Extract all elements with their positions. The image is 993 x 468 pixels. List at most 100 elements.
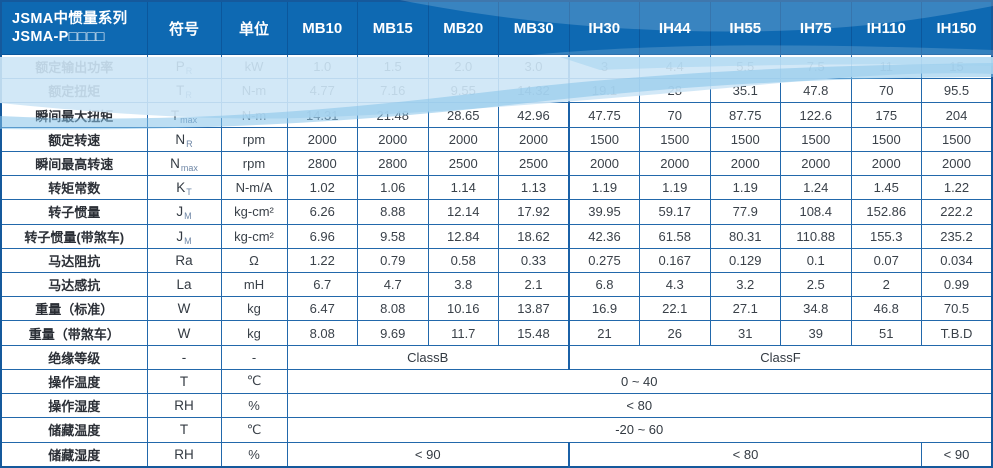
symbol-main: T [179, 373, 189, 389]
spec-value: 42.36 [568, 223, 640, 249]
col-header-mb20: MB20 [427, 0, 499, 55]
row-unit: N-m [220, 102, 288, 128]
spec-value: 42.96 [498, 102, 570, 128]
spec-value: 70 [639, 102, 711, 128]
spec-row: 转矩常数 KT N-m/A 1.02 1.06 1.14 1.13 1.19 1.19 1.19 1… [0, 175, 993, 201]
spec-value: 2000 [780, 150, 852, 177]
row-label: 重量（标准） [0, 296, 148, 322]
row-symbol: La [146, 271, 222, 298]
spec-value: 2000 [709, 150, 781, 177]
spec-value: 4.7 [357, 271, 429, 298]
spec-value: 34.8 [780, 296, 852, 322]
spec-value: 3.0 [498, 53, 570, 80]
spec-value: 1.22 [286, 247, 358, 273]
spec-value: 1.19 [639, 175, 711, 201]
spec-value: 3 [568, 53, 640, 80]
row-symbol: Nmax [146, 150, 222, 177]
col-header-symbol: 符号 [146, 0, 222, 55]
symbol-subscript: R [185, 66, 193, 77]
symbol-main: N [170, 155, 180, 171]
spec-value: 10.16 [427, 296, 499, 322]
spec-value: T.B.D [921, 320, 993, 346]
spec-value: 14.32 [498, 78, 570, 104]
spec-value: 2500 [498, 150, 570, 177]
spec-value-merged: < 80 [286, 393, 993, 419]
spec-value: 2000 [639, 150, 711, 177]
spec-row: 马达感抗 La mH 6.7 4.7 3.8 2.1 6.8 4.3 3.2 2.5 2 0.99 [0, 271, 993, 298]
symbol-subscript: R [185, 90, 192, 101]
spec-value: 2800 [286, 150, 358, 177]
spec-value: 3.2 [709, 271, 781, 298]
col-header-ih110: IH110 [850, 0, 922, 55]
row-unit: rpm [220, 150, 288, 177]
symbol-subscript: R [186, 138, 193, 149]
spec-value: 2 [850, 271, 922, 298]
spec-value: 222.2 [921, 199, 993, 225]
spec-value: 1500 [780, 126, 852, 152]
symbol-main: RH [174, 446, 194, 462]
spec-row: 操作湿度 RH% < 80 [0, 393, 993, 419]
spec-value: 47.75 [568, 102, 640, 128]
spec-value: 2.0 [427, 53, 499, 80]
symbol-main: P [175, 59, 185, 75]
spec-row: 转子惯量(带煞车) JM kg-cm² 6.96 9.58 12.84 18.62 42.36… [0, 223, 993, 249]
spec-value: 0.034 [921, 247, 993, 273]
spec-value: 1.22 [921, 175, 993, 201]
row-label: 操作温度 [0, 368, 148, 395]
spec-value: 1500 [850, 126, 922, 152]
spec-value: 11.7 [427, 320, 499, 346]
spec-value: 1.19 [709, 175, 781, 201]
row-unit: kW [220, 53, 288, 80]
spec-value: 59.17 [639, 199, 711, 225]
spec-value: 2000 [568, 150, 640, 177]
spec-value: 19.1 [568, 78, 640, 104]
row-unit: Ω [220, 247, 288, 273]
spec-value: 35.1 [709, 78, 781, 104]
spec-value: 9.58 [357, 223, 429, 249]
spec-value: 2000 [850, 150, 922, 177]
spec-value: 87.75 [709, 102, 781, 128]
spec-value: 6.47 [286, 296, 358, 322]
spec-value: 1.0 [286, 53, 358, 80]
spec-value: 6.26 [286, 199, 358, 225]
spec-value: 0.275 [568, 247, 640, 273]
symbol-subscript: M [184, 235, 192, 246]
spec-row: 额定输出功率 PR kW 1.0 1.5 2.0 3.0 3 4.4 5.5 7.5 11 15 [0, 53, 993, 80]
spec-value-merged: 0 ~ 40 [286, 368, 993, 395]
spec-value: 1.19 [568, 175, 640, 201]
symbol-main: N [175, 131, 186, 147]
spec-value: 1500 [639, 126, 711, 152]
spec-value: 8.08 [286, 320, 358, 346]
row-symbol: Tmax [146, 102, 222, 128]
row-symbol: RH [146, 441, 222, 468]
spec-value-merged: < 80 [568, 441, 922, 468]
spec-value: 0.79 [357, 247, 429, 273]
spec-value: 9.69 [357, 320, 429, 346]
row-symbol: W [146, 296, 222, 322]
spec-value: 2000 [427, 126, 499, 152]
row-symbol: KT [146, 175, 222, 201]
row-label: 瞬间最大扭矩 [0, 102, 148, 128]
spec-value: 1.5 [357, 53, 429, 80]
spec-value: 155.3 [850, 223, 922, 249]
row-label: 操作湿度 [0, 393, 148, 419]
row-unit: N-m/A [220, 175, 288, 201]
symbol-main: - [181, 349, 187, 365]
row-label: 转子惯量(带煞车) [0, 223, 148, 249]
row-label: 马达感抗 [0, 271, 148, 298]
spec-value: 4.77 [286, 78, 358, 104]
spec-value: 17.92 [498, 199, 570, 225]
spec-value: 1500 [709, 126, 781, 152]
spec-value: 5.5 [709, 53, 781, 80]
col-header-ih55: IH55 [709, 0, 781, 55]
spec-value: 11 [850, 53, 922, 80]
spec-row: 绝缘等级 - - ClassB ClassF [0, 344, 993, 370]
spec-value: 2000 [286, 126, 358, 152]
spec-value: 7.16 [357, 78, 429, 104]
symbol-main: J [176, 204, 184, 220]
header-row: JSMA中惯量系列 JSMA-P□□□□ 符号 单位 MB10 MB15 MB20 M… [0, 0, 993, 55]
row-label: 储藏温度 [0, 417, 148, 443]
